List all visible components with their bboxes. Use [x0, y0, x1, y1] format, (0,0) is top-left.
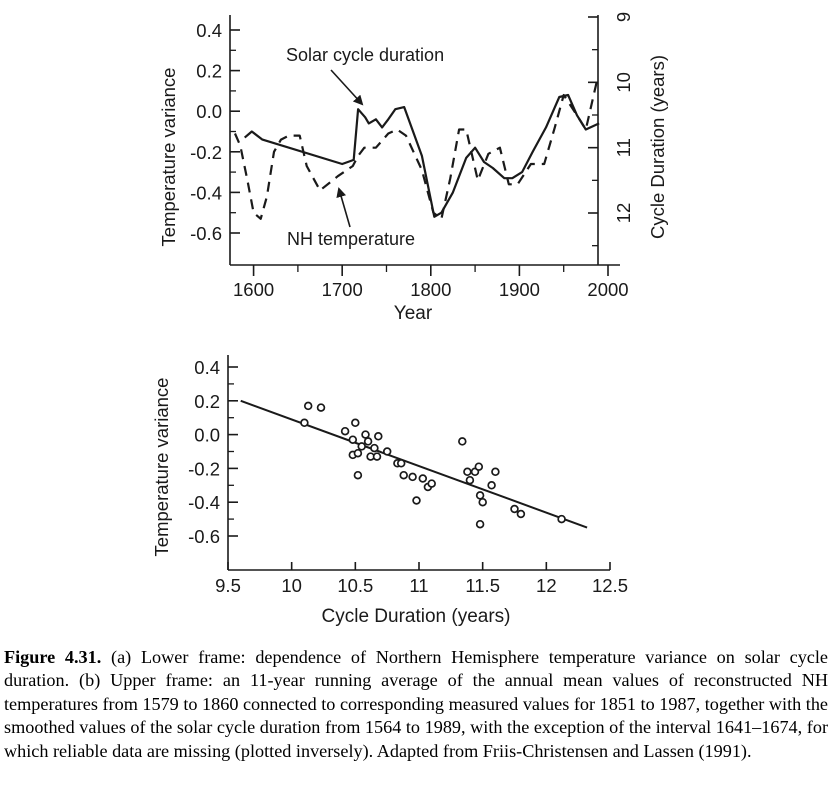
bottom-x-tick-label: 12.5 — [592, 575, 628, 596]
top-x-tick-label: 1900 — [499, 279, 540, 300]
top-y2-tick-label: 12 — [613, 203, 634, 224]
top-y-tick-label: -0.6 — [190, 223, 222, 244]
scatter-point — [491, 467, 500, 477]
top-y2-tick-label: 10 — [613, 72, 634, 93]
scatter-point — [370, 443, 379, 453]
scatter-point — [510, 504, 519, 514]
top-chart-y2-axis-label: Cycle Duration (years) — [647, 55, 668, 239]
scatter-point — [399, 470, 408, 480]
figure-charts: 0.4 0.2 0.0 -0.2 -0.4 -0.6 9 10 11 12 1600 1700 18… — [151, 12, 668, 627]
caption-line-1: (a) Lower frame: dependence of Northern … — [111, 647, 735, 667]
top-y-tick-label: -0.2 — [190, 142, 222, 163]
bottom-chart-y-axis-label: Temperature variance — [151, 378, 172, 557]
top-chart: 0.4 0.2 0.0 -0.2 -0.4 -0.6 9 10 11 12 1600 1700 18… — [158, 12, 668, 324]
top-chart-y2-ticks: 9 10 11 12 — [588, 12, 634, 247]
scatter-point — [300, 418, 309, 428]
bottom-x-tick-label: 11.5 — [465, 575, 500, 596]
scatter-point — [478, 497, 487, 507]
scatter-point — [382, 447, 392, 456]
scatter-point — [474, 462, 484, 471]
top-y-tick-label: 0.2 — [196, 61, 222, 82]
scatter-point — [348, 435, 358, 444]
top-chart-x-ticks: 1600 1700 1800 1900 2000 — [233, 265, 629, 300]
scatter-point — [408, 472, 417, 482]
scatter-point — [475, 491, 485, 500]
top-x-tick-label: 1700 — [322, 279, 363, 300]
scatter-point — [418, 474, 428, 483]
caption-line-6: inversely). Adapted from Friis-Christens… — [295, 740, 752, 761]
bottom-y-tick-label: -0.4 — [188, 492, 220, 513]
scatter-point — [316, 403, 326, 412]
scatter-point — [374, 432, 383, 441]
scatter-point — [458, 437, 467, 446]
caption-line-2: solar cycle duration. (b) Upper frame: a… — [4, 647, 829, 691]
figure-caption: Figure 4.31. (a) Lower frame: dependence… — [4, 646, 828, 763]
bottom-chart: 0.4 0.2 0.0 -0.2 -0.4 -0.6 9.5 10 10.5 11 11.5 12 1… — [151, 355, 628, 627]
top-chart-y-ticks: 0.4 0.2 0.0 -0.2 -0.4 -0.6 — [190, 20, 240, 244]
top-y-tick-label: -0.4 — [190, 182, 222, 203]
bottom-y-tick-label: 0.4 — [194, 357, 220, 378]
scatter-point — [351, 418, 360, 428]
scatter-point — [487, 481, 496, 490]
annotation-arrow-solar — [330, 69, 364, 106]
scatter-point — [516, 509, 526, 519]
top-y-tick-label: 0.0 — [196, 101, 222, 122]
bottom-x-tick-label: 10.5 — [337, 575, 373, 596]
scatter-point — [475, 519, 485, 529]
caption-label: Figure 4.31. — [4, 647, 102, 667]
top-y2-tick-label: 9 — [613, 12, 634, 22]
top-chart-x-axis-label: Year — [394, 303, 433, 324]
caption-line-5: 1989, with the exception of the interval… — [4, 717, 828, 761]
scatter-point — [396, 459, 406, 468]
caption-line-3: reconstructed NH temperatures from 1579 … — [4, 670, 829, 714]
annotation-solar-cycle-duration: Solar cycle duration — [286, 45, 444, 65]
scatter-point — [353, 470, 363, 480]
bottom-x-tick-label: 11 — [409, 575, 428, 596]
top-x-tick-label: 1800 — [410, 279, 451, 300]
scatter-point — [463, 467, 472, 477]
bottom-x-tick-label: 9.5 — [215, 575, 241, 596]
top-x-tick-label: 1600 — [233, 279, 274, 300]
top-y-tick-label: 0.4 — [196, 20, 222, 41]
top-chart-y-axis-label: Temperature variance — [158, 68, 179, 247]
scatter-point — [465, 475, 475, 485]
scatter-points — [300, 401, 566, 529]
regression-line — [240, 399, 588, 529]
series-line-nh-temperature — [233, 82, 598, 220]
annotation-arrow-nh — [336, 187, 351, 228]
scatter-point — [372, 452, 382, 461]
top-y2-tick-label: 11 — [613, 138, 634, 157]
caption-line-4: for 1851 to 1987, together with the smoo… — [4, 693, 829, 738]
bottom-y-tick-label: -0.6 — [188, 526, 220, 547]
bottom-y-tick-label: -0.2 — [188, 458, 220, 479]
scatter-point — [412, 496, 421, 505]
bottom-y-tick-label: 0.0 — [194, 425, 220, 446]
top-x-tick-label: 2000 — [587, 279, 628, 300]
series-line-solar-cycle-duration — [243, 93, 600, 218]
scatter-point — [427, 479, 436, 488]
scatter-point — [303, 401, 313, 411]
bottom-y-tick-label: 0.2 — [194, 391, 220, 412]
scatter-point — [357, 442, 366, 451]
scatter-point — [363, 437, 373, 446]
bottom-chart-x-axis-label: Cycle Duration (years) — [322, 606, 511, 627]
scatter-point — [353, 448, 363, 458]
bottom-chart-y-ticks: 0.4 0.2 0.0 -0.2 -0.4 -0.6 — [188, 357, 238, 547]
annotation-nh-temperature: NH temperature — [287, 229, 415, 249]
scatter-point — [557, 514, 566, 524]
scatter-point — [340, 426, 350, 436]
bottom-chart-x-ticks: 9.5 10 10.5 11 11.5 12 12.5 — [215, 562, 628, 596]
scatter-point — [361, 430, 370, 439]
bottom-x-tick-label: 12 — [536, 575, 557, 596]
bottom-x-tick-label: 10 — [281, 575, 302, 596]
